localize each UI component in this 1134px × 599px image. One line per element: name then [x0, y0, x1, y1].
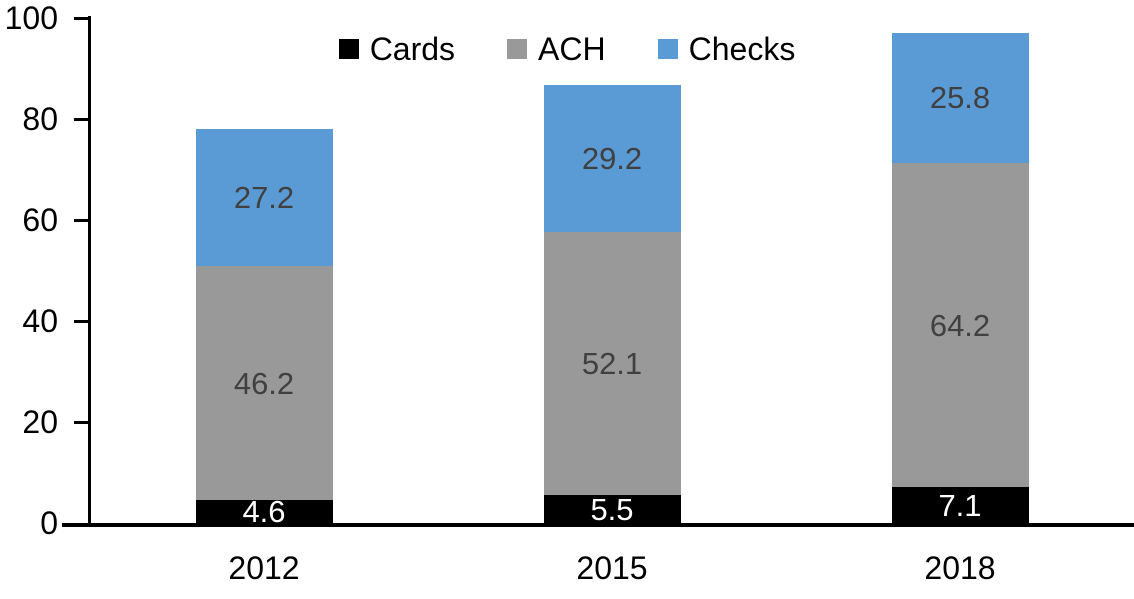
y-axis-tick-label: 60	[22, 202, 58, 238]
bar-segment-cards: 4.6	[195, 496, 333, 527]
y-axis-tick-label: 0	[40, 505, 58, 541]
y-axis-tick-label: 80	[22, 101, 58, 137]
bar-segment-checks: 27.2	[195, 129, 333, 267]
value-label-checks: 27.2	[233, 180, 295, 216]
value-label-cards: 5.5	[590, 491, 634, 527]
y-axis-tick	[74, 118, 90, 121]
legend-label-ach: ACH	[538, 31, 606, 67]
value-label-cards: 7.1	[938, 487, 982, 523]
bar-segment-ach: 52.1	[543, 232, 681, 496]
y-axis-line	[88, 16, 91, 527]
value-label-ach: 64.2	[929, 307, 991, 343]
y-axis-tick-label: 100	[4, 0, 58, 36]
bar-segment-checks: 25.8	[891, 32, 1029, 163]
bar-segment-checks: 29.2	[543, 84, 681, 233]
legend-item-cards: Cards	[338, 31, 456, 67]
x-axis-category-label: 2018	[924, 550, 996, 586]
y-axis-tick-label: 40	[22, 303, 58, 339]
y-axis-tick	[74, 17, 90, 20]
y-axis-tick	[74, 320, 90, 323]
bar-segment-cards: 7.1	[891, 487, 1029, 523]
value-label-ach: 46.2	[233, 365, 295, 401]
legend-item-ach: ACH	[507, 33, 606, 65]
x-axis-category-label: 2012	[228, 550, 300, 586]
legend-swatch-checks	[657, 39, 678, 59]
bar-segment-ach: 46.2	[195, 266, 333, 500]
value-label-cards: 4.6	[242, 493, 286, 529]
y-axis-tick	[74, 219, 90, 222]
legend: Cards ACH Checks	[0, 33, 1134, 65]
legend-label-cards: Cards	[369, 31, 456, 67]
value-label-checks: 29.2	[581, 140, 643, 176]
value-label-ach: 52.1	[581, 346, 643, 382]
y-axis-tick	[74, 421, 90, 424]
value-label-checks: 25.8	[929, 80, 991, 116]
legend-item-checks: Checks	[657, 31, 796, 67]
x-axis-category-label: 2015	[576, 550, 648, 586]
legend-swatch-ach	[507, 39, 528, 59]
bar-segment-cards: 5.5	[543, 491, 681, 527]
y-axis-tick-label: 20	[22, 404, 58, 440]
legend-label-checks: Checks	[688, 31, 796, 67]
x-axis-line	[62, 523, 1134, 527]
bar-segment-ach: 64.2	[891, 162, 1029, 488]
legend-swatch-cards	[338, 39, 359, 59]
